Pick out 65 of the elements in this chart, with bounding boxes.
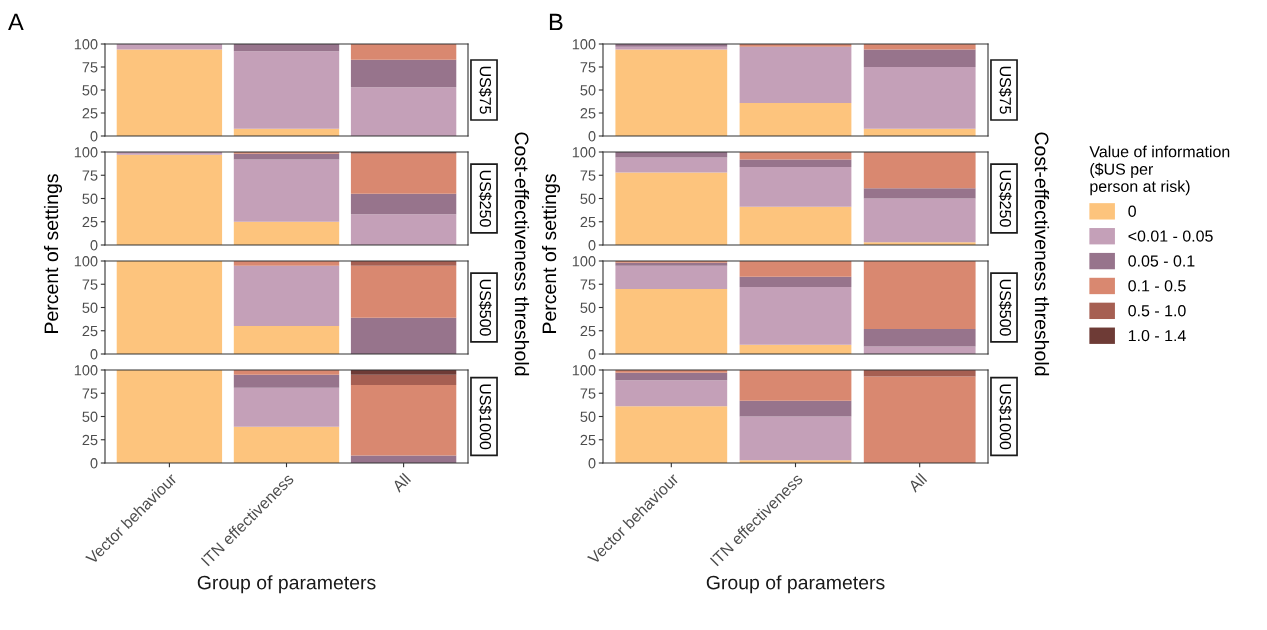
y-tick-label: 50 [82, 302, 98, 313]
y-tick-label: 0 [588, 131, 596, 142]
y-tick-label: 75 [580, 62, 596, 73]
legend-title: Value of information ($US per person at risk) [1089, 145, 1230, 196]
y-tick-label: 75 [580, 279, 596, 290]
y-tick-label: 0 [90, 458, 98, 469]
y-tick-label: 25 [82, 108, 98, 119]
text: US$250 [998, 170, 1012, 227]
y-tick-label: 50 [580, 193, 596, 204]
y-tick-label: 50 [82, 411, 98, 422]
y-tick-label: 25 [580, 108, 596, 119]
text: US$75 [998, 66, 1012, 114]
legend-label: 0.1 - 0.5 [1128, 280, 1186, 292]
y-tick-label: 100 [74, 365, 98, 376]
y-tick-label: 75 [580, 170, 596, 181]
y-tick-label: 25 [82, 434, 98, 446]
y-tick-label: 100 [572, 147, 596, 158]
y-tick-label: 50 [82, 193, 98, 204]
x-tick-label: All [391, 472, 412, 493]
y-tick-label: 25 [82, 325, 98, 337]
text: US$250 [478, 170, 492, 227]
y-tick-label: 50 [580, 302, 596, 313]
y-tick-label: 0 [588, 240, 596, 251]
y-axis-title: Percent of settings [541, 174, 561, 333]
y-tick-label: 0 [588, 349, 596, 360]
y-tick-label: 75 [82, 170, 98, 181]
text: US$1000 [998, 384, 1012, 450]
y-tick-label: 25 [580, 325, 596, 337]
y-tick-label: 100 [74, 256, 98, 267]
y-tick-label: 0 [588, 458, 596, 469]
y-axis-title: Percent of settings [43, 174, 63, 333]
text: US$1000 [478, 384, 492, 450]
legend-label: 0.5 - 1.0 [1128, 305, 1186, 317]
y2-axis-title: Cost-effectiveness threshold [1034, 132, 1050, 376]
y-tick-label: 100 [572, 256, 596, 267]
chart-title: B [549, 13, 563, 31]
legend-label: 0.05 - 0.1 [1128, 255, 1195, 267]
y-tick-label: 0 [90, 240, 98, 251]
chart-title: A [8, 13, 24, 31]
y-tick-label: 0 [90, 349, 98, 360]
y-tick-label: 0 [90, 131, 98, 142]
y-tick-label: 100 [572, 39, 596, 50]
legend-label: 0 [1128, 205, 1136, 217]
y-tick-label: 50 [82, 85, 98, 96]
text: US$500 [478, 279, 492, 336]
y-tick-label: 50 [580, 411, 596, 422]
y-tick-label: 25 [580, 216, 596, 228]
y-tick-label: 75 [82, 279, 98, 290]
text: US$500 [998, 279, 1012, 336]
y-tick-label: 25 [580, 434, 596, 446]
y-tick-label: 75 [82, 62, 98, 73]
y-tick-label: 25 [82, 216, 98, 228]
x-axis-title: Group of parameters [706, 575, 885, 594]
legend-label: <0.01 - 0.05 [1128, 230, 1213, 242]
y-tick-label: 100 [74, 39, 98, 50]
x-axis-title: Group of parameters [197, 575, 376, 594]
legend-label: 1.0 - 1.4 [1128, 329, 1186, 342]
y-tick-label: 100 [572, 365, 596, 376]
y-tick-label: 50 [580, 85, 596, 96]
y2-axis-title: Cost-effectiveness threshold [514, 132, 530, 376]
y-tick-label: 100 [74, 147, 98, 158]
text: US$75 [478, 66, 492, 114]
y-tick-label: 75 [82, 388, 98, 399]
y-tick-label: 75 [580, 388, 596, 399]
x-tick-label: All [907, 472, 928, 493]
